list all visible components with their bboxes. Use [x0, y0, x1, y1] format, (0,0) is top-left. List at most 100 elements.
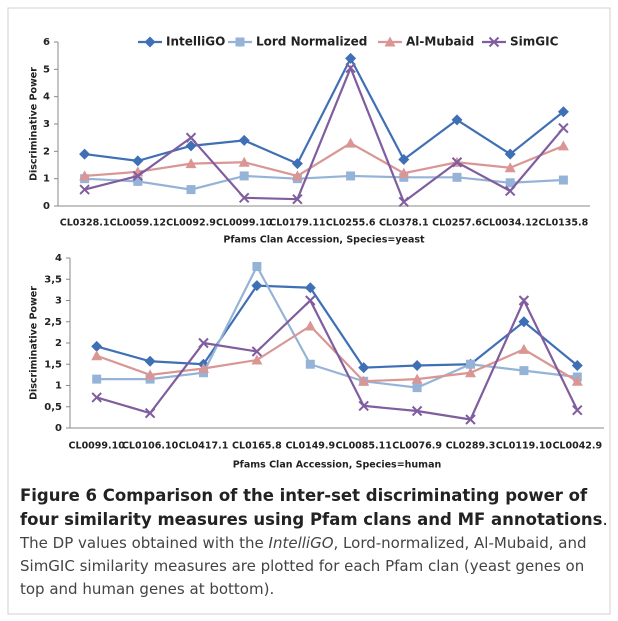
y-axis-title: Discriminative Power [29, 286, 40, 400]
x-tick-label: CL0092.9 [166, 218, 216, 229]
x-tick-label: CL0106.10 [122, 441, 179, 452]
legend-label: Al-Mubaid [406, 35, 474, 49]
frame [7, 7, 611, 615]
point [239, 171, 249, 181]
point [238, 192, 250, 204]
x-tick-label: CL0289.3 [446, 441, 496, 452]
x-tick-label: CL0099.10 [69, 441, 126, 452]
point [185, 132, 197, 143]
x-tick-label: CL0417.1 [179, 441, 229, 452]
point [518, 343, 530, 354]
point [505, 178, 515, 188]
y-tick-label: 1 [43, 174, 50, 185]
point [557, 106, 569, 118]
point [92, 374, 102, 384]
point [305, 359, 315, 369]
y-tick-label: 0 [55, 423, 62, 434]
x-tick-label: CL0255.6 [326, 218, 376, 229]
point [398, 167, 410, 178]
point [466, 359, 475, 369]
x-tick-label: CL0165.8 [232, 441, 282, 452]
y-tick-label: 5 [43, 64, 50, 75]
point [251, 280, 263, 292]
y-tick-label: 4 [43, 92, 50, 103]
caption-text-part: The DP values obtained with the [20, 534, 269, 552]
x-tick-label: CL0119.10 [496, 441, 553, 452]
x-tick-label: CL0378.1 [379, 218, 429, 229]
y-axis-title: Discriminative Power [29, 67, 40, 181]
y-tick-label: 3,5 [44, 274, 62, 285]
point [411, 360, 423, 372]
point [358, 375, 370, 386]
point [292, 193, 303, 205]
point [518, 295, 530, 306]
point [291, 170, 303, 181]
point [198, 363, 209, 373]
point [238, 134, 250, 146]
series-line [96, 284, 578, 369]
legend-label: Lord Normalized [256, 35, 367, 49]
series-line [84, 174, 564, 191]
point [304, 282, 316, 294]
caption: Figure 6 Comparison of the inter-set dis… [20, 484, 610, 601]
point [79, 184, 90, 195]
point [358, 400, 369, 412]
point [251, 354, 263, 365]
point [504, 148, 516, 160]
point [345, 52, 357, 64]
legend-label: IntelliGO [166, 35, 225, 49]
point [411, 373, 423, 384]
point [465, 367, 476, 378]
point [79, 170, 91, 181]
series-line [96, 264, 578, 389]
series-line [84, 65, 565, 204]
x-tick-label: CL0076.9 [392, 441, 442, 452]
point [571, 375, 583, 386]
point [398, 154, 410, 166]
point [345, 137, 357, 148]
point [384, 36, 396, 47]
point [518, 316, 530, 328]
caption-period: . [602, 510, 608, 529]
point [451, 114, 463, 126]
x-tick-label: CL0085.11 [336, 441, 392, 452]
point [345, 62, 356, 74]
point [132, 155, 144, 167]
series-line [84, 56, 565, 166]
point [144, 36, 156, 48]
caption-text: The DP values obtained with the IntelliG… [20, 532, 610, 601]
y-tick-label: 2,5 [44, 317, 62, 328]
point [305, 295, 316, 306]
point [251, 346, 263, 357]
point [185, 158, 197, 169]
point [412, 383, 422, 393]
point [91, 340, 103, 352]
y-tick-label: 2 [43, 146, 50, 157]
point [144, 407, 156, 419]
series-line [96, 297, 579, 421]
y-tick-label: 1,5 [44, 359, 62, 370]
y-tick-label: 2 [55, 338, 62, 349]
y-tick-label: 3 [55, 296, 62, 307]
caption-heading: Figure 6 Comparison of the inter-set dis… [20, 484, 610, 532]
x-tick-label: CL0149.9 [285, 441, 335, 452]
point [504, 185, 516, 197]
point [186, 185, 196, 195]
point [358, 362, 370, 374]
point [451, 157, 463, 168]
point [304, 320, 316, 331]
point [198, 337, 209, 349]
point [346, 171, 356, 181]
y-tick-label: 6 [43, 37, 50, 48]
point [572, 404, 583, 416]
point [132, 170, 144, 182]
point [558, 175, 568, 185]
point [79, 148, 91, 160]
y-tick-label: 0 [43, 201, 50, 212]
point [452, 172, 462, 182]
x-tick-label: CL0034.12 [482, 218, 538, 229]
point [144, 355, 156, 367]
point [398, 196, 410, 208]
